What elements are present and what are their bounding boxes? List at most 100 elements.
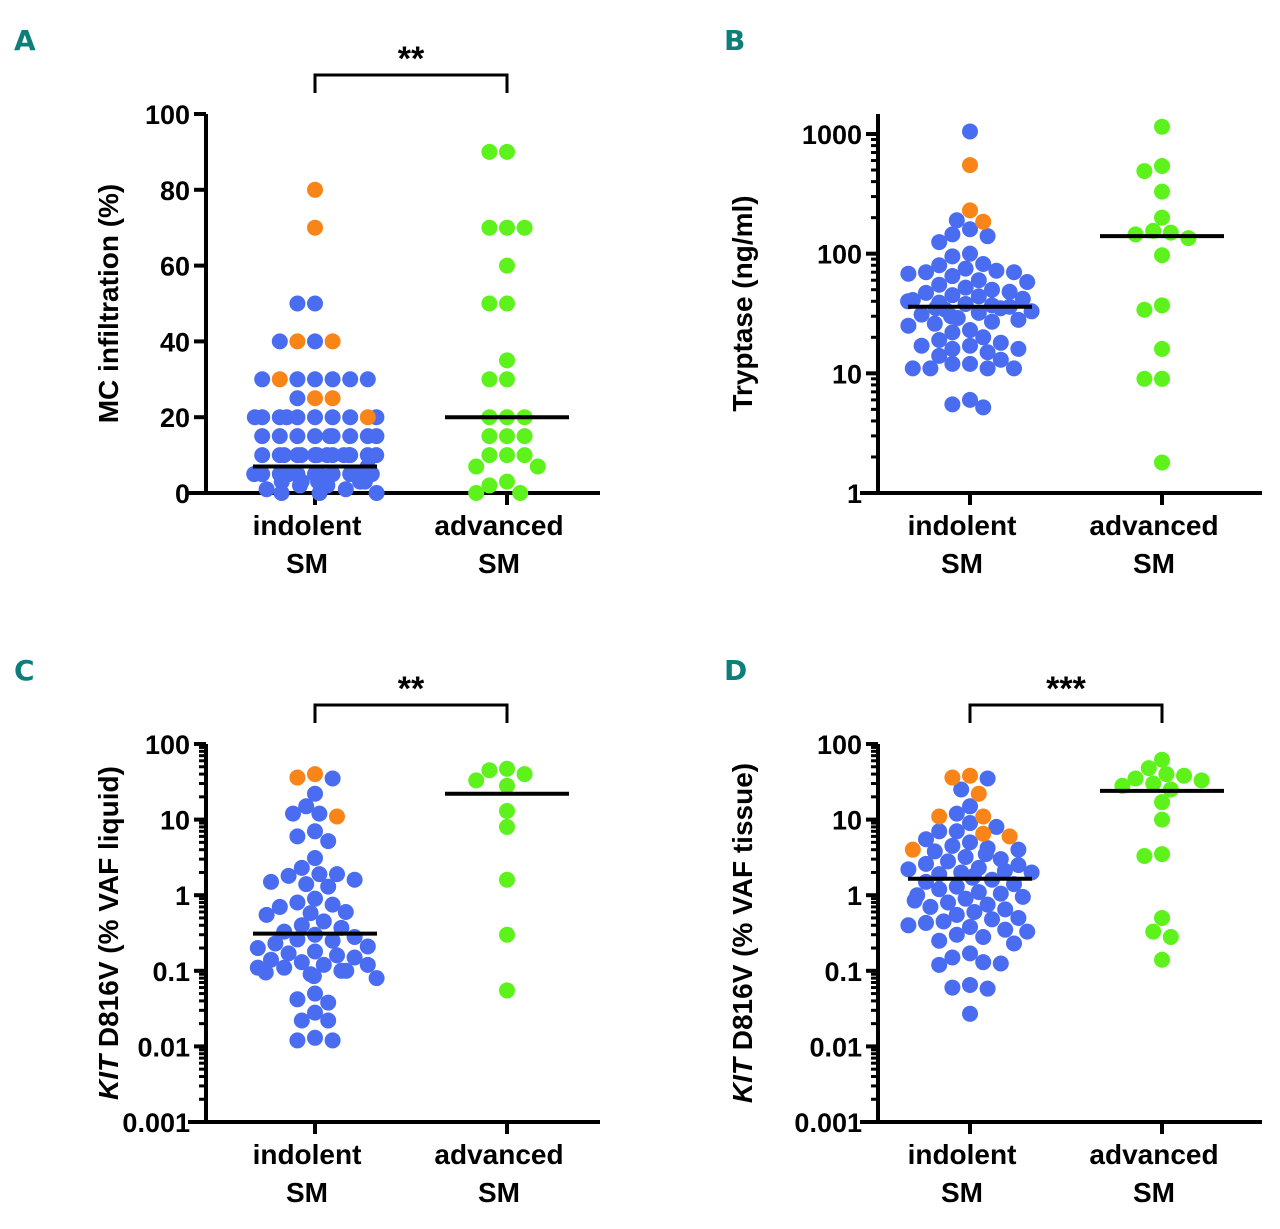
data-point-highlight [944, 770, 960, 786]
x-category-label: SM [478, 548, 520, 579]
data-point-highlight [962, 157, 978, 173]
data-point [993, 352, 1009, 368]
data-point [319, 447, 335, 463]
x-category-label: SM [1133, 548, 1175, 579]
x-category-label: indolent [908, 1139, 1017, 1170]
data-point [980, 228, 996, 244]
data-point [347, 872, 363, 888]
data-point [1019, 274, 1035, 290]
data-point [342, 409, 358, 425]
data-point-highlight [272, 371, 288, 387]
data-point [900, 917, 916, 933]
data-point [307, 891, 323, 907]
data-point [900, 861, 916, 877]
y-axis-title-gene: KIT [727, 1055, 758, 1103]
data-point [247, 409, 263, 425]
data-point [1145, 924, 1161, 940]
data-point [369, 485, 385, 501]
data-point [499, 819, 515, 835]
data-point [962, 123, 978, 139]
data-point [281, 945, 297, 961]
data-point [1154, 846, 1170, 862]
data-point [468, 458, 484, 474]
data-point [311, 806, 327, 822]
data-point [316, 913, 332, 929]
data-point [905, 360, 921, 376]
y-tick-label: 60 [160, 252, 190, 282]
x-category-label: SM [941, 1177, 983, 1208]
panel-b: B 1 10 100 1000 indolent SM advanced SM Tryptase … [724, 24, 1262, 579]
data-point [307, 409, 323, 425]
data-point [950, 310, 966, 326]
data-point [949, 927, 965, 943]
y-tick-label: 0.001 [794, 1108, 862, 1138]
data-point [914, 307, 930, 323]
data-point [499, 352, 515, 368]
data-point [517, 428, 533, 444]
panel-c: C0.0010.010.1110100indolentSMadvancedSMK… [14, 654, 600, 1208]
figure: A020406080100indolentSMadvancedSMMC infi… [0, 0, 1280, 1229]
data-point [293, 447, 309, 463]
data-point [325, 770, 341, 786]
panel-d: D 0.001 0.01 0.1 1 10 100 indolent SM advanced SM K… [724, 654, 1262, 1208]
data-point [481, 371, 497, 387]
data-point-highlight [905, 842, 921, 858]
data-point [1154, 247, 1170, 263]
y-axis-title-rest: D816V (% VAF tissue) [727, 763, 758, 1058]
data-point [1154, 812, 1170, 828]
data-point [307, 944, 323, 960]
data-point [975, 954, 991, 970]
data-point [342, 371, 358, 387]
data-point [931, 332, 947, 348]
data-point [958, 296, 974, 312]
data-point [499, 296, 515, 312]
data-point-highlight [931, 808, 947, 824]
data-point [1154, 341, 1170, 357]
data-point [922, 360, 938, 376]
data-point [499, 144, 515, 160]
data-point [307, 428, 323, 444]
data-point [307, 823, 323, 839]
data-point [499, 761, 515, 777]
data-point [1163, 225, 1179, 241]
y-axis-title: KIT D816V (% VAF liquid) [93, 766, 124, 1100]
data-point [341, 447, 357, 463]
data-point [1010, 341, 1026, 357]
data-point [276, 960, 292, 976]
data-point-highlight [975, 214, 991, 230]
data-point [499, 872, 515, 888]
y-tick-label: 100 [145, 100, 190, 130]
data-point [900, 318, 916, 334]
data-point [993, 955, 1009, 971]
data-point [1015, 889, 1031, 905]
data-point [329, 947, 345, 963]
data-point [250, 940, 266, 956]
data-point-highlight [307, 766, 323, 782]
data-point [499, 220, 515, 236]
data-point [285, 806, 301, 822]
data-point [259, 907, 275, 923]
y-tick-label: 100 [817, 240, 862, 270]
significance-label: ** [398, 40, 425, 78]
data-point [289, 828, 305, 844]
data-point [289, 371, 305, 387]
data-point [962, 356, 978, 372]
data-point-highlight [975, 808, 991, 824]
y-tick-label: 0.1 [824, 957, 862, 987]
data-point [499, 371, 515, 387]
data-point [279, 409, 295, 425]
data-point [338, 481, 354, 497]
data-point [499, 258, 515, 274]
data-point [1010, 910, 1026, 926]
data-point [1006, 264, 1022, 280]
y-tick-label: 1 [847, 479, 862, 509]
data-point-highlight [329, 808, 345, 824]
data-point [347, 929, 363, 945]
x-category-label: indolent [253, 510, 362, 541]
data-point [258, 964, 274, 980]
data-point [1154, 752, 1170, 768]
data-point-highlight [962, 768, 978, 784]
data-point [997, 863, 1013, 879]
x-category-label: SM [941, 548, 983, 579]
data-point [320, 995, 336, 1011]
